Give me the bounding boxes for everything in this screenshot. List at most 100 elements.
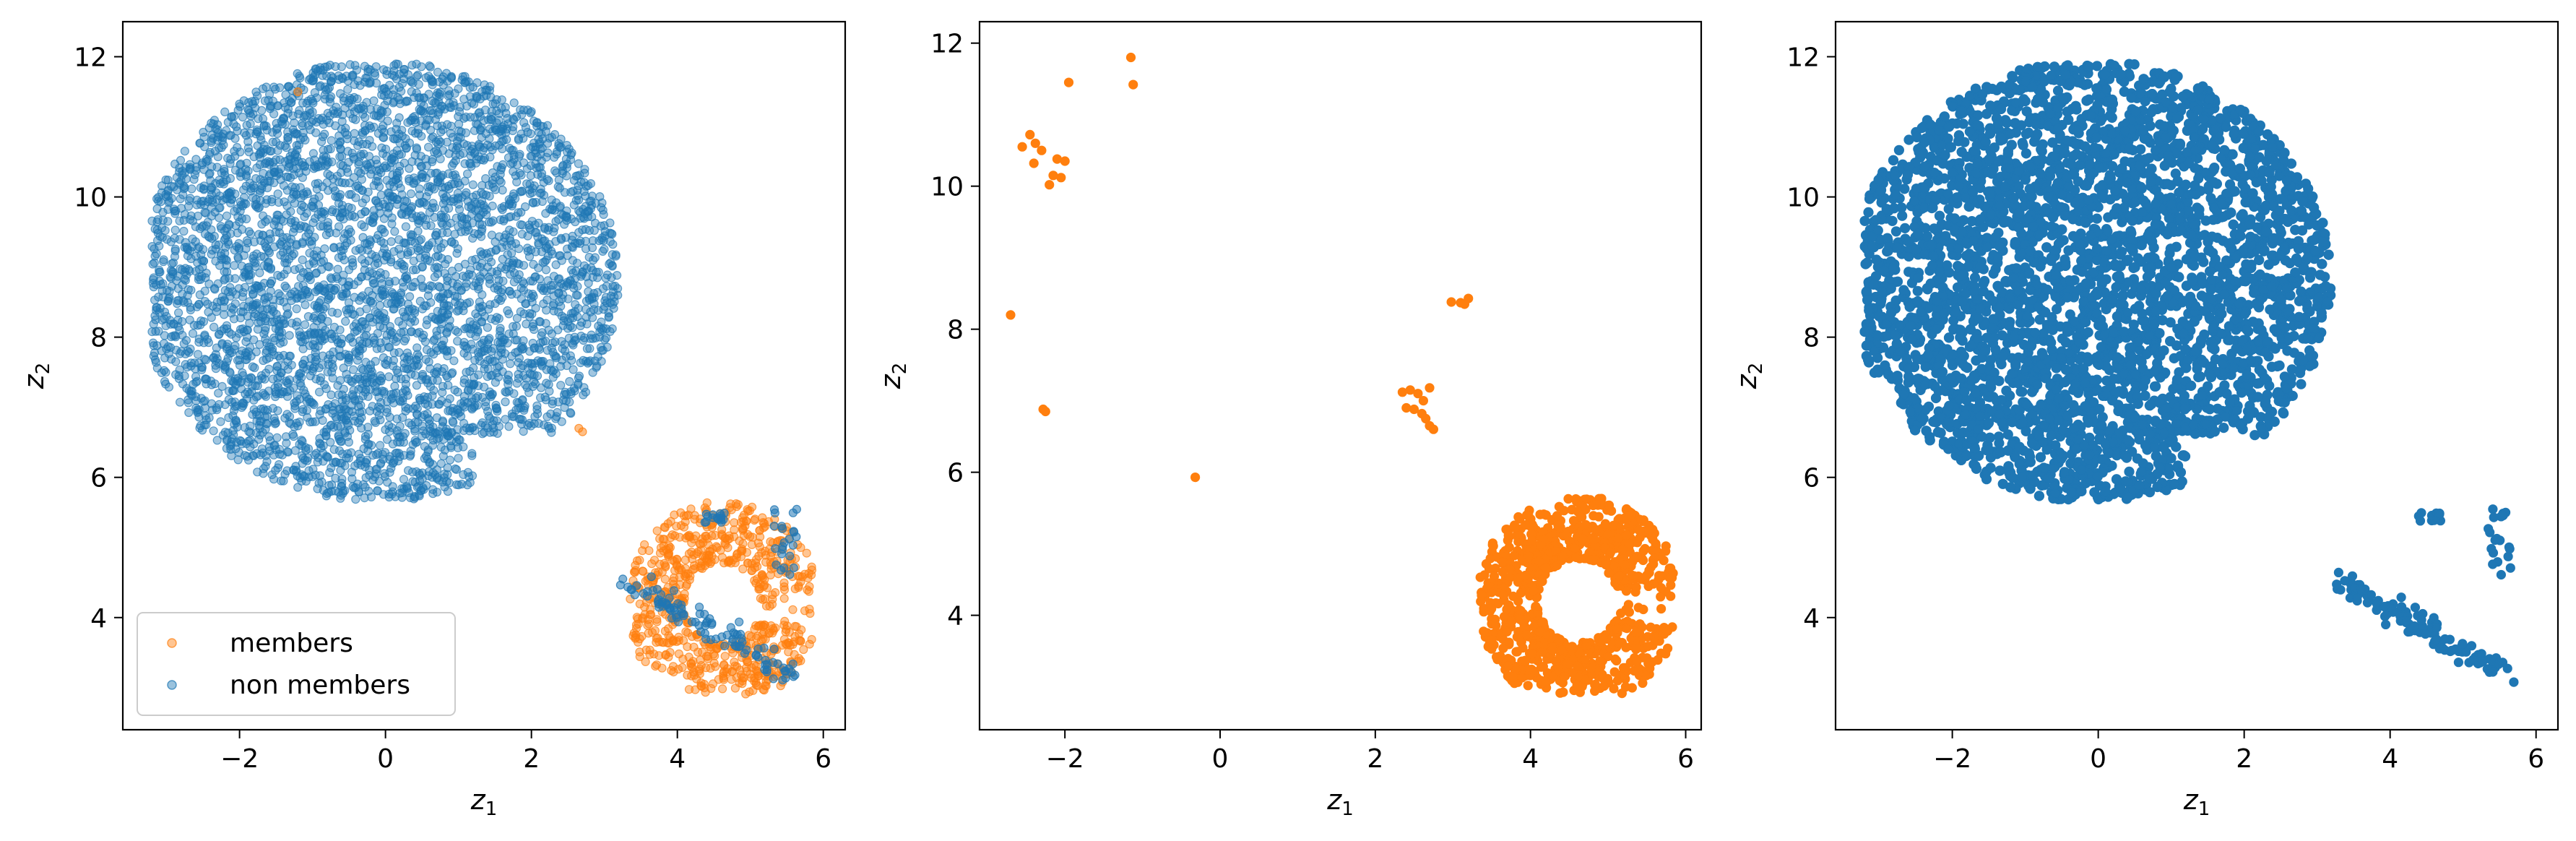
- non-member-point: [312, 118, 321, 127]
- non-member-point: [152, 280, 161, 290]
- non-member-point: [440, 469, 449, 479]
- non-member-point: [446, 346, 456, 355]
- non-member-point: [351, 246, 360, 255]
- non-member-point: [358, 233, 368, 242]
- non-member-point: [469, 363, 478, 373]
- non-member-point: [279, 181, 288, 190]
- non-member-point: [165, 287, 174, 296]
- non-member-point: [243, 332, 252, 342]
- non-member-point: [272, 433, 282, 442]
- non-member-point: [573, 282, 582, 291]
- non-member-point: [542, 365, 551, 374]
- non-member-point: [264, 257, 273, 267]
- non-member-point: [339, 384, 348, 394]
- non-member-point: [376, 108, 386, 118]
- non-member-point: [414, 490, 424, 499]
- non-member-point: [249, 251, 259, 261]
- member-point: [770, 587, 780, 598]
- non-member-point: [421, 215, 431, 224]
- non-member-point: [349, 365, 358, 374]
- non-member-point: [539, 299, 548, 309]
- member-point: [660, 522, 669, 532]
- non-member-point: [211, 350, 220, 359]
- non-member-point: [569, 176, 579, 185]
- non-member-point: [358, 407, 367, 417]
- non-member-point: [269, 82, 279, 92]
- non-member-point: [342, 238, 352, 248]
- non-member-point: [449, 98, 458, 107]
- non-member-point: [480, 428, 489, 437]
- non-member-point: [379, 65, 389, 74]
- non-member-point: [464, 426, 475, 436]
- non-member-point: [225, 367, 234, 376]
- non-member-point: [385, 322, 395, 331]
- non-member-point: [569, 384, 579, 393]
- non-member-point: [358, 139, 368, 149]
- non-member-point: [170, 246, 180, 256]
- non-member-point: [368, 218, 378, 228]
- non-member-point: [230, 261, 239, 270]
- non-member-point: [216, 251, 225, 261]
- member-point: [736, 670, 746, 680]
- non-member-point: [519, 279, 529, 288]
- non-member-point: [504, 200, 514, 210]
- non-member-point: [408, 440, 418, 449]
- non-member-point: [222, 267, 232, 277]
- non-member-point: [314, 303, 324, 313]
- non-member-point: [217, 224, 226, 233]
- member-point: [657, 663, 667, 673]
- non-member-point: [379, 244, 389, 254]
- non-member-point: [379, 91, 389, 100]
- non-member-point: [578, 268, 587, 277]
- member-point: [692, 674, 701, 683]
- non-member-point: [315, 82, 324, 92]
- non-member-point: [220, 107, 230, 116]
- non-member-point: [147, 216, 157, 225]
- non-member-point: [475, 277, 484, 287]
- non-member-point: [258, 84, 268, 93]
- non-member-point: [200, 207, 209, 217]
- non-member-point: [540, 392, 550, 402]
- non-member-point: [392, 171, 402, 180]
- non-member-point: [480, 359, 489, 369]
- non-member-point: [207, 138, 216, 147]
- non-member-point: [533, 232, 543, 241]
- member-point: [706, 644, 716, 655]
- member-point: [633, 614, 643, 624]
- non-member-point: [451, 150, 460, 160]
- member-point: [654, 651, 664, 660]
- non-member-point: [360, 121, 370, 130]
- non-member-point: [336, 422, 345, 431]
- non-member-point: [364, 439, 373, 449]
- non-member-point: [405, 138, 415, 147]
- non-member-point: [273, 406, 282, 415]
- member-point: [746, 673, 756, 683]
- non-member-point: [368, 450, 378, 460]
- non-member-point: [219, 179, 228, 189]
- non-member-point: [546, 246, 556, 256]
- non-member-point: [252, 298, 262, 308]
- non-member-point: [465, 317, 475, 327]
- non-member-point: [504, 422, 514, 431]
- non-member-point: [343, 168, 353, 177]
- non-member-point: [350, 327, 360, 337]
- non-member-point: [477, 251, 486, 260]
- non-member-point: [480, 203, 489, 212]
- non-member-point: [239, 251, 248, 260]
- non-member-point: [478, 145, 488, 155]
- member-point: [716, 545, 725, 555]
- non-member-point: [530, 343, 539, 353]
- non-member-point: [376, 268, 385, 277]
- non-member-point: [241, 181, 251, 191]
- non-member-point: [446, 443, 456, 452]
- non-member-point: [571, 274, 580, 283]
- non-member-point: [192, 302, 202, 311]
- non-member-point: [421, 429, 431, 439]
- non-member-point: [306, 328, 315, 337]
- member-point: [720, 652, 730, 661]
- non-member-point: [184, 407, 194, 418]
- non-member-point: [318, 351, 327, 361]
- non-member-point: [454, 126, 464, 136]
- non-member-point: [584, 287, 593, 296]
